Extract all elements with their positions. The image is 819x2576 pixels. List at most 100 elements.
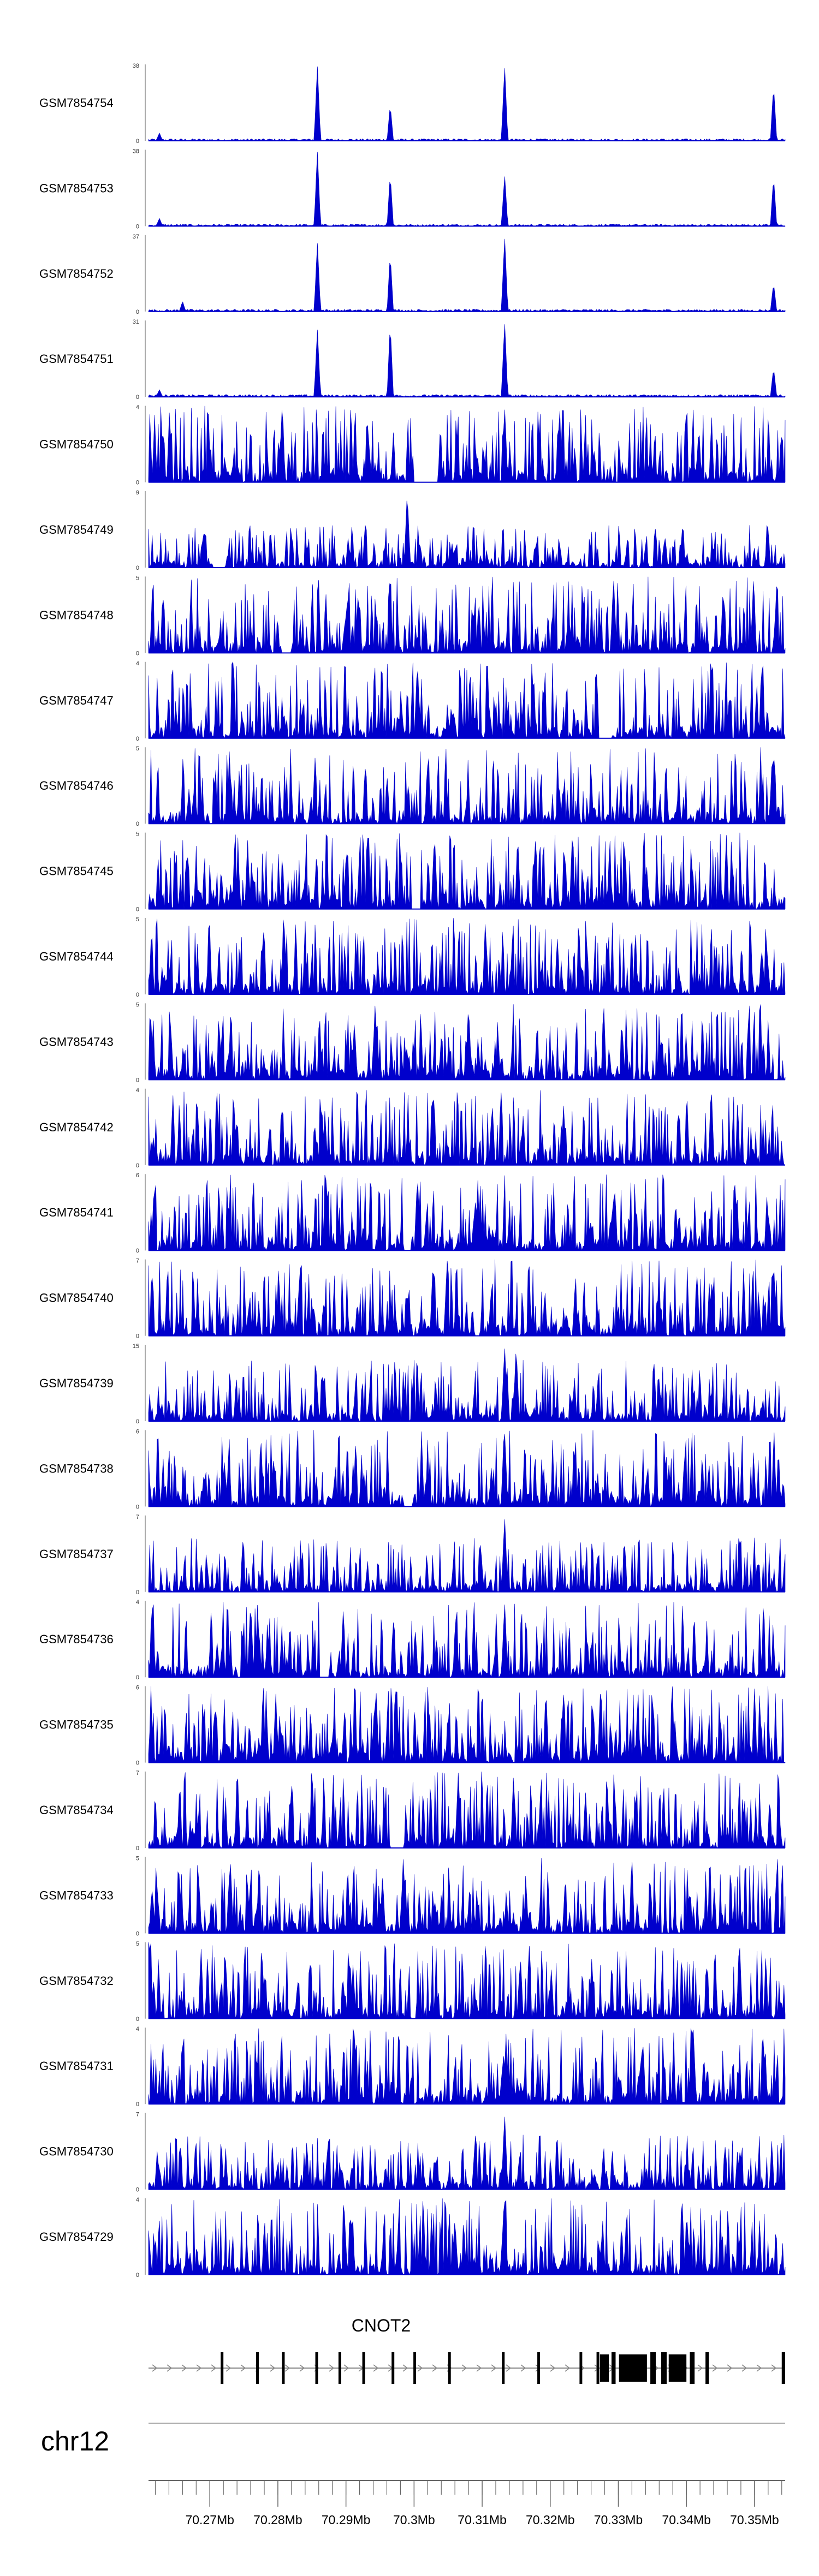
track-ymax-label: 4: [136, 2197, 139, 2203]
track-ymin-label: 0: [136, 1845, 139, 1852]
coverage-tracks: GSM7854754380GSM7854753380GSM7854752370G…: [39, 63, 786, 2279]
track-ymax-label: 7: [136, 1770, 139, 1776]
track-label: GSM7854731: [39, 2059, 114, 2073]
track-GSM7854742: GSM7854742 4 0: [39, 1087, 786, 1169]
coverage-area: [148, 2116, 786, 2190]
strand-arrow-icon: [771, 2364, 777, 2372]
coverage-area: [148, 1686, 786, 1763]
gene-exon: [537, 2352, 541, 2384]
track-label: GSM7854735: [39, 1718, 114, 1732]
track-GSM7854745: GSM7854745 5 0: [39, 831, 786, 913]
track-ymin-label: 0: [136, 1077, 139, 1083]
track-GSM7854747: GSM7854747 4 0: [39, 660, 786, 742]
track-ymin-label: 0: [136, 907, 139, 913]
gene-exon: [256, 2352, 259, 2384]
track-GSM7854750: GSM7854750 4 0: [39, 404, 786, 486]
axis-tick-label: 70.28Mb: [253, 2513, 302, 2527]
axis-tick-label: 70.33Mb: [594, 2513, 643, 2527]
track-GSM7854754: GSM7854754 38 0: [39, 63, 786, 145]
track-ymax-label: 5: [136, 831, 139, 838]
track-ymax-label: 5: [136, 1855, 139, 1862]
track-ymin-label: 0: [136, 138, 139, 145]
track-ymin-label: 0: [136, 1162, 139, 1169]
strand-arrow-icon: [167, 2364, 173, 2372]
gene-exon: [391, 2352, 395, 2384]
track-label: GSM7854751: [39, 352, 114, 366]
track-ymin-label: 0: [136, 650, 139, 657]
strand-arrow-icon: [329, 2364, 335, 2372]
track-GSM7854743: GSM7854743 5 0: [39, 1001, 786, 1083]
track-GSM7854748: GSM7854748 5 0: [39, 575, 786, 657]
axis-tick-label: 70.32Mb: [526, 2513, 575, 2527]
gene-exon: [315, 2352, 318, 2384]
track-ymin-label: 0: [136, 1589, 139, 1596]
coverage-area: [148, 918, 786, 995]
track-ymin-label: 0: [136, 1674, 139, 1681]
coverage-area: [148, 238, 786, 312]
track-GSM7854746: GSM7854746 5 0: [39, 746, 786, 827]
gene-exon: [579, 2352, 583, 2384]
track-label: GSM7854733: [39, 1888, 114, 1902]
track-ymin-label: 0: [136, 565, 139, 571]
axis-tick-label: 70.34Mb: [662, 2513, 711, 2527]
gene-label: CNOT2: [352, 2316, 411, 2335]
coverage-area: [148, 1259, 786, 1337]
track-ymax-label: 38: [133, 148, 139, 154]
track-ymax-label: 6: [136, 1428, 139, 1435]
coverage-area: [148, 1858, 786, 1934]
gene-exon: [781, 2352, 785, 2384]
track-ymax-label: 4: [136, 1599, 139, 1606]
gene-exon: [413, 2352, 417, 2384]
strand-arrow-icon: [550, 2364, 556, 2372]
track-ymax-label: 5: [136, 575, 139, 581]
track-GSM7854753: GSM7854753 38 0: [39, 148, 786, 230]
coverage-area: [148, 2028, 786, 2105]
track-ymin-label: 0: [136, 394, 139, 401]
track-GSM7854738: GSM7854738 6 0: [39, 1428, 786, 1510]
track-ymin-label: 0: [136, 2272, 139, 2279]
gene-exon: [705, 2352, 709, 2384]
strand-arrow-icon: [491, 2364, 497, 2372]
axis-tick-label: 70.31Mb: [458, 2513, 507, 2527]
gene-track: CNOT2: [149, 2316, 785, 2384]
track-ymin-label: 0: [136, 1504, 139, 1510]
strand-arrow-icon: [225, 2364, 232, 2372]
strand-arrow-icon: [712, 2364, 718, 2372]
coverage-area: [148, 661, 786, 739]
track-GSM7854735: GSM7854735 6 0: [39, 1685, 786, 1767]
track-label: GSM7854749: [39, 523, 114, 536]
track-label: GSM7854729: [39, 2230, 114, 2244]
strand-arrow-icon: [240, 2364, 246, 2372]
track-ymax-label: 7: [136, 2112, 139, 2118]
track-label: GSM7854744: [39, 950, 114, 963]
strand-arrow-icon: [402, 2364, 408, 2372]
coverage-area: [148, 747, 786, 825]
track-ymin-label: 0: [136, 736, 139, 742]
coverage-area: [148, 832, 786, 910]
track-GSM7854744: GSM7854744 5 0: [39, 916, 786, 998]
track-ymin-label: 0: [136, 1930, 139, 1937]
track-label: GSM7854752: [39, 267, 114, 281]
track-ymin-label: 0: [136, 1248, 139, 1254]
gene-exon: [650, 2352, 656, 2384]
gene-exon: [596, 2352, 600, 2384]
track-ymin-label: 0: [136, 1760, 139, 1767]
track-GSM7854732: GSM7854732 5 0: [39, 1941, 786, 2023]
strand-arrow-icon: [697, 2364, 703, 2372]
track-ymax-label: 31: [133, 319, 139, 325]
track-ymin-label: 0: [136, 2016, 139, 2023]
strand-arrow-icon: [741, 2364, 747, 2372]
gene-exon: [668, 2354, 687, 2382]
coverage-area: [148, 324, 786, 397]
track-label: GSM7854738: [39, 1462, 114, 1475]
track-label: GSM7854740: [39, 1291, 114, 1305]
coverage-area: [148, 1174, 786, 1251]
track-ymax-label: 4: [136, 660, 139, 667]
strand-arrow-icon: [506, 2364, 512, 2372]
track-GSM7854749: GSM7854749 9 0: [39, 490, 786, 571]
track-label: GSM7854732: [39, 1974, 114, 1988]
gene-exon: [612, 2352, 616, 2384]
track-ymax-label: 7: [136, 1514, 139, 1520]
coverage-area: [148, 1348, 786, 1422]
